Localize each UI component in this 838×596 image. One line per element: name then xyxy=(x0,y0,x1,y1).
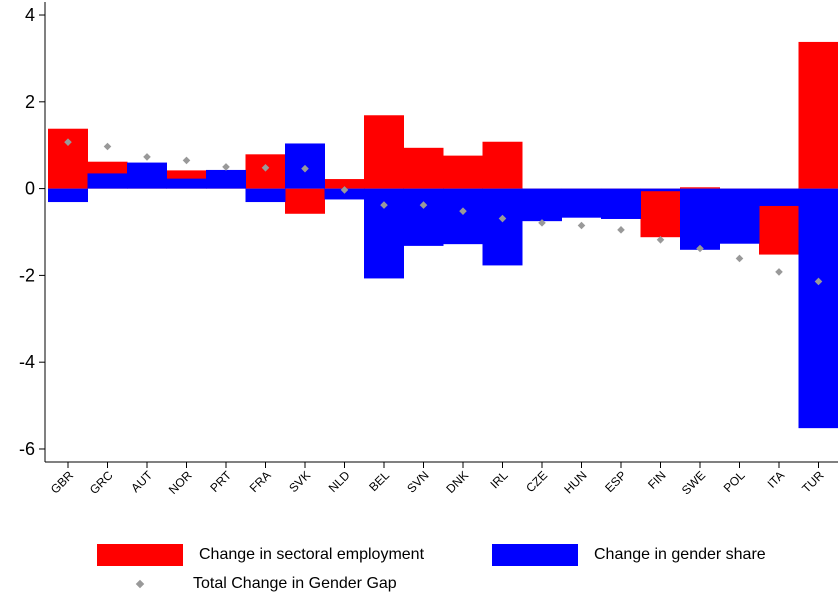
bar xyxy=(285,188,325,214)
total-marker xyxy=(301,164,309,173)
y-axis: -6 -4 -2 0 2 4 xyxy=(19,2,46,462)
total-marker xyxy=(222,163,230,171)
total-marker xyxy=(617,226,625,234)
total-marker xyxy=(143,153,151,161)
y-tick-label: -6 xyxy=(19,439,35,459)
x-tick-label: GBR xyxy=(48,468,77,497)
x-tick-label: SWE xyxy=(679,468,708,497)
bar xyxy=(403,147,444,189)
bar xyxy=(798,188,838,429)
bar xyxy=(601,188,641,219)
total-marker xyxy=(498,214,507,223)
x-tick-label: DNK xyxy=(443,468,471,496)
y-tick-label: -4 xyxy=(19,352,35,372)
bar xyxy=(798,41,838,189)
x-tick-label: NOR xyxy=(166,468,195,497)
bar xyxy=(719,188,760,244)
bar xyxy=(443,155,483,189)
bar xyxy=(443,188,483,245)
y-tick-label: 0 xyxy=(25,179,35,199)
bar xyxy=(482,188,523,266)
x-tick-label: SVK xyxy=(286,468,313,495)
total-marker xyxy=(419,201,428,209)
bar xyxy=(324,188,365,200)
x-tick-label: ESP xyxy=(602,468,629,495)
total-marker xyxy=(775,268,783,276)
x-axis: GBR GRC AUT NOR PRT FRA SVK NLD BEL SVN DNK IRL CZE H… xyxy=(45,461,838,497)
bar xyxy=(206,169,246,189)
x-tick-label: IRL xyxy=(488,468,511,491)
bar xyxy=(640,188,681,238)
bar xyxy=(324,179,365,189)
total-marker xyxy=(696,244,704,253)
x-tick-label: BEL xyxy=(366,468,392,494)
bar xyxy=(48,128,88,189)
bar xyxy=(561,188,602,218)
x-tick-label: POL xyxy=(721,468,748,495)
total-marker xyxy=(538,219,546,227)
bar xyxy=(403,188,444,246)
total-marker xyxy=(182,156,191,165)
total-marker xyxy=(103,142,112,151)
bar xyxy=(48,188,88,203)
x-tick-label: CZE xyxy=(523,468,550,495)
bar xyxy=(127,162,167,189)
x-tick-label: GRC xyxy=(87,468,116,497)
bar xyxy=(245,188,286,203)
bar xyxy=(166,178,207,189)
y-tick-label: -2 xyxy=(19,265,35,285)
y-tick-label: 4 xyxy=(25,5,35,25)
bar xyxy=(364,115,404,189)
markers xyxy=(64,138,823,286)
x-tick-label: FIN xyxy=(645,468,669,492)
total-marker xyxy=(577,221,586,230)
x-tick-label: AUT xyxy=(128,468,155,495)
x-tick-label: HUN xyxy=(561,468,589,496)
bar xyxy=(759,188,799,206)
total-marker xyxy=(380,201,388,209)
x-tick-label: SVN xyxy=(404,468,431,495)
bar xyxy=(680,188,720,250)
total-marker xyxy=(735,254,744,263)
x-tick-label: TUR xyxy=(799,468,827,496)
x-tick-label: PRT xyxy=(207,468,234,495)
bar xyxy=(522,188,562,222)
total-marker xyxy=(656,236,665,244)
total-marker xyxy=(64,138,72,146)
total-marker xyxy=(340,186,349,194)
total-marker xyxy=(459,207,467,215)
total-marker xyxy=(261,163,270,172)
x-tick-label: FRA xyxy=(247,468,274,495)
bar xyxy=(640,188,681,192)
bar xyxy=(482,141,523,189)
bars xyxy=(48,41,838,429)
bar xyxy=(87,173,128,189)
y-tick-label: 2 xyxy=(25,92,35,112)
x-tick-label: NLD xyxy=(326,468,353,495)
x-tick-label: ITA xyxy=(765,468,787,490)
total-marker xyxy=(814,277,823,286)
bar xyxy=(680,187,720,189)
